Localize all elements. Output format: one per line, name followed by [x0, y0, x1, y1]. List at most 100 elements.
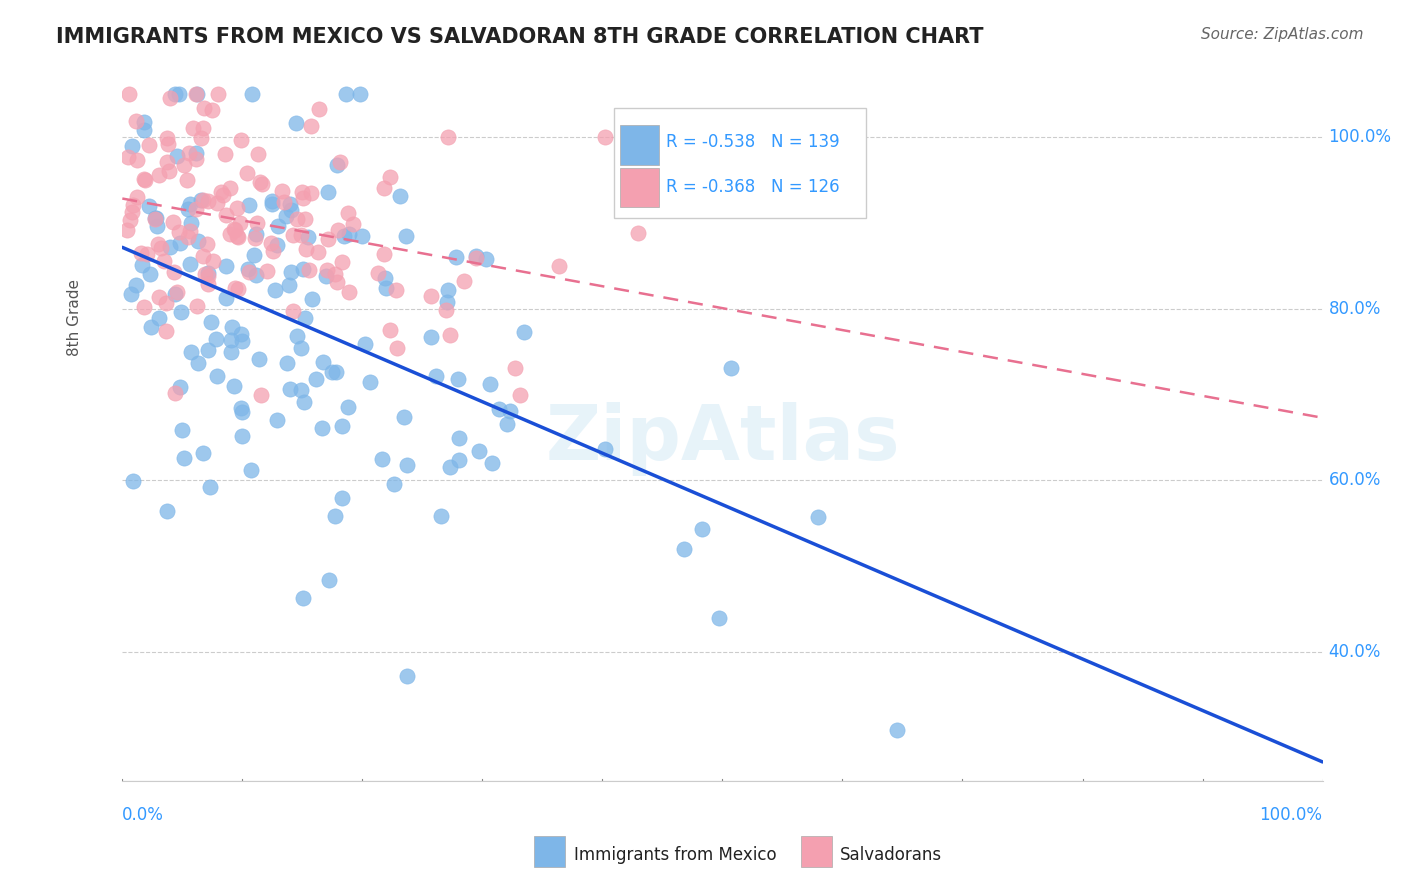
Point: [367, 267, 389, 281]
Point: [177, 202, 200, 217]
Point: [155, 296, 177, 310]
Point: [179, 197, 201, 211]
Point: [886, 723, 908, 737]
Point: [166, 285, 188, 299]
Point: [146, 219, 169, 234]
Text: 80.0%: 80.0%: [1329, 300, 1381, 318]
Point: [690, 522, 713, 536]
Point: [212, 187, 235, 202]
Point: [169, 380, 191, 394]
Point: [321, 365, 343, 379]
Point: [162, 215, 184, 229]
Point: [425, 368, 447, 383]
Point: [262, 197, 284, 211]
Point: [292, 395, 315, 409]
Point: [318, 574, 340, 588]
Point: [159, 240, 181, 254]
Point: [245, 216, 267, 230]
Point: [496, 417, 519, 431]
Point: [209, 185, 232, 199]
Point: [447, 372, 470, 386]
Point: [197, 277, 219, 292]
Point: [226, 282, 249, 296]
Point: [225, 201, 247, 215]
Point: [294, 311, 316, 326]
Point: [205, 333, 228, 347]
Point: [156, 136, 179, 151]
Point: [449, 432, 471, 446]
Point: [243, 248, 266, 262]
Point: [266, 413, 288, 427]
Point: [316, 232, 339, 246]
Point: [197, 194, 219, 208]
Point: [184, 87, 207, 102]
Point: [593, 130, 616, 145]
Point: [121, 138, 143, 153]
Point: [509, 387, 531, 401]
Point: [373, 181, 395, 195]
Point: [132, 115, 155, 129]
Point: [285, 116, 308, 130]
Point: [707, 611, 730, 625]
Point: [434, 302, 457, 317]
Point: [122, 198, 145, 212]
Point: [215, 208, 238, 222]
Point: [250, 178, 273, 192]
Point: [122, 475, 145, 489]
Point: [138, 199, 160, 213]
Point: [120, 286, 142, 301]
Text: 100.0%: 100.0%: [1260, 806, 1323, 824]
Point: [439, 460, 461, 475]
Point: [145, 211, 167, 225]
Point: [436, 295, 458, 310]
Point: [180, 216, 202, 230]
Text: R = -0.368   N = 126: R = -0.368 N = 126: [666, 178, 839, 196]
Point: [187, 356, 209, 370]
Point: [479, 376, 502, 391]
Point: [323, 267, 346, 281]
Point: [436, 283, 458, 297]
Point: [219, 333, 242, 347]
Point: [465, 249, 488, 263]
Point: [352, 228, 374, 243]
Point: [274, 209, 297, 223]
Point: [218, 181, 240, 195]
Point: [292, 191, 315, 205]
Point: [292, 261, 315, 276]
Point: [197, 267, 219, 281]
Point: [276, 356, 298, 370]
Point: [215, 291, 238, 305]
Point: [200, 315, 222, 329]
Point: [198, 480, 221, 494]
Text: 0.0%: 0.0%: [122, 806, 165, 824]
Point: [118, 213, 141, 227]
Point: [295, 242, 318, 256]
Text: 60.0%: 60.0%: [1329, 471, 1381, 490]
Point: [229, 216, 252, 230]
Point: [394, 409, 416, 424]
Point: [395, 228, 418, 243]
Point: [475, 252, 498, 267]
Point: [135, 246, 157, 260]
Point: [337, 400, 360, 414]
Point: [318, 185, 340, 199]
Point: [193, 120, 215, 135]
Point: [184, 202, 207, 216]
Text: 40.0%: 40.0%: [1329, 643, 1381, 661]
Text: Source: ZipAtlas.com: Source: ZipAtlas.com: [1201, 27, 1364, 42]
Point: [354, 337, 377, 351]
Point: [271, 185, 294, 199]
Point: [236, 262, 259, 277]
Point: [163, 265, 186, 279]
Point: [281, 304, 304, 318]
Point: [131, 258, 153, 272]
Point: [373, 247, 395, 261]
Point: [156, 131, 179, 145]
Point: [219, 345, 242, 359]
Point: [134, 123, 156, 137]
Point: [148, 310, 170, 325]
Point: [163, 287, 186, 301]
Point: [349, 87, 371, 102]
Point: [488, 402, 510, 417]
Point: [139, 268, 162, 282]
